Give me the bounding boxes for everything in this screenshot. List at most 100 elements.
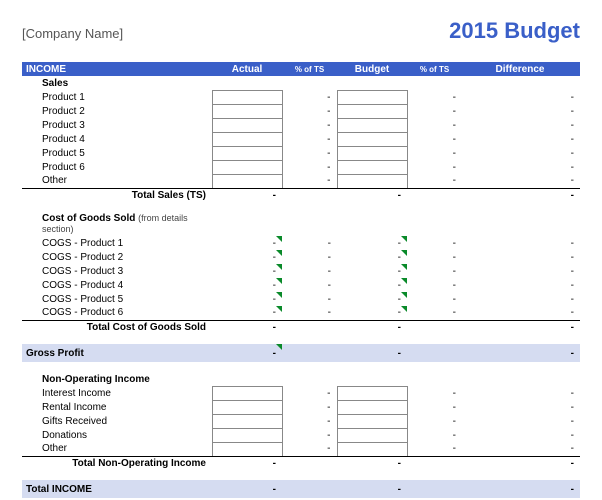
cell-pct2: - [407,174,462,188]
cell-pct2: - [407,250,462,264]
table-row: COGS - Product 5----- [22,292,580,306]
cell-pct1: - [282,428,337,442]
cell-pct1: - [282,306,337,320]
total-cogs-label: Total Cost of Goods Sold [22,320,212,334]
cell-diff: - [462,414,580,428]
cell-pct1: - [282,118,337,132]
cell-budget: - [337,264,407,278]
cell-actual[interactable] [212,118,282,132]
row-label: Gifts Received [22,414,212,428]
col-income: INCOME [22,62,212,76]
row-label: Interest Income [22,386,212,400]
table-header-row: INCOME Actual % of TS Budget % of TS Dif… [22,62,580,76]
cell-pct1: - [282,250,337,264]
row-label: COGS - Product 5 [22,292,212,306]
cell-pct2: - [407,306,462,320]
cell-pct1: - [282,236,337,250]
cell-pct1: - [282,386,337,400]
cell-budget[interactable] [337,428,407,442]
cell-actual[interactable] [212,160,282,174]
total-cogs-row: Total Cost of Goods Sold - - - [22,320,580,334]
cell-diff: - [462,400,580,414]
cell-actual[interactable] [212,104,282,118]
cell-budget[interactable] [337,400,407,414]
cell-diff: - [462,236,580,250]
cell-diff: - [462,386,580,400]
page-title: 2015 Budget [449,18,580,44]
cell-diff: - [462,428,580,442]
row-label: Donations [22,428,212,442]
cell-diff: - [462,146,580,160]
sales-heading: Sales [22,76,212,90]
col-difference: Difference [462,62,580,76]
cell-actual[interactable] [212,146,282,160]
table-row: Donations--- [22,428,580,442]
cell-pct2: - [407,442,462,456]
cell-actual[interactable] [212,428,282,442]
cell-actual[interactable] [212,90,282,104]
cell-diff: - [462,90,580,104]
company-name: [Company Name] [22,26,123,41]
total-sales-label: Total Sales (TS) [22,188,212,202]
cell-actual[interactable] [212,442,282,456]
row-label: Other [22,442,212,456]
row-label: COGS - Product 3 [22,264,212,278]
table-row: Other--- [22,442,580,456]
row-label: Product 1 [22,90,212,104]
cell-budget[interactable] [337,414,407,428]
cell-budget[interactable] [337,442,407,456]
table-row: Product 6--- [22,160,580,174]
cell-pct1: - [282,442,337,456]
cell-budget[interactable] [337,160,407,174]
row-label: Product 6 [22,160,212,174]
total-income-label: Total INCOME [22,480,212,498]
row-label: COGS - Product 1 [22,236,212,250]
cell-pct2: - [407,278,462,292]
cell-actual[interactable] [212,132,282,146]
table-row: Product 4--- [22,132,580,146]
gross-profit-label: Gross Profit [22,344,212,362]
cell-actual[interactable] [212,400,282,414]
cell-pct2: - [407,400,462,414]
cell-diff: - [462,250,580,264]
cell-actual[interactable] [212,174,282,188]
cell-diff: - [462,264,580,278]
cell-pct2: - [407,90,462,104]
cell-actual: - [212,306,282,320]
row-label: Product 3 [22,118,212,132]
cell-budget[interactable] [337,146,407,160]
cell-budget[interactable] [337,104,407,118]
row-label: Product 2 [22,104,212,118]
cell-pct2: - [407,292,462,306]
cell-pct1: - [282,90,337,104]
nonop-heading: Non-Operating Income [22,372,212,386]
cell-budget[interactable] [337,132,407,146]
cell-pct1: - [282,278,337,292]
cell-pct1: - [282,104,337,118]
cell-actual[interactable] [212,386,282,400]
table-row: COGS - Product 4----- [22,278,580,292]
cell-budget: - [337,236,407,250]
cell-budget: - [337,292,407,306]
cell-pct2: - [407,428,462,442]
cell-diff: - [462,104,580,118]
cell-actual[interactable] [212,414,282,428]
table-row: Product 3--- [22,118,580,132]
cell-budget[interactable] [337,118,407,132]
cell-budget[interactable] [337,90,407,104]
row-label: Other [22,174,212,188]
row-label: COGS - Product 4 [22,278,212,292]
cell-pct2: - [407,414,462,428]
cell-pct1: - [282,160,337,174]
table-row: Rental Income--- [22,400,580,414]
table-row: Product 2--- [22,104,580,118]
table-row: COGS - Product 1----- [22,236,580,250]
cell-budget[interactable] [337,386,407,400]
cell-diff: - [462,118,580,132]
budget-table: INCOME Actual % of TS Budget % of TS Dif… [22,62,580,498]
cell-pct2: - [407,236,462,250]
cell-budget[interactable] [337,174,407,188]
cell-budget: - [337,250,407,264]
cell-pct1: - [282,132,337,146]
cell-actual: - [212,236,282,250]
